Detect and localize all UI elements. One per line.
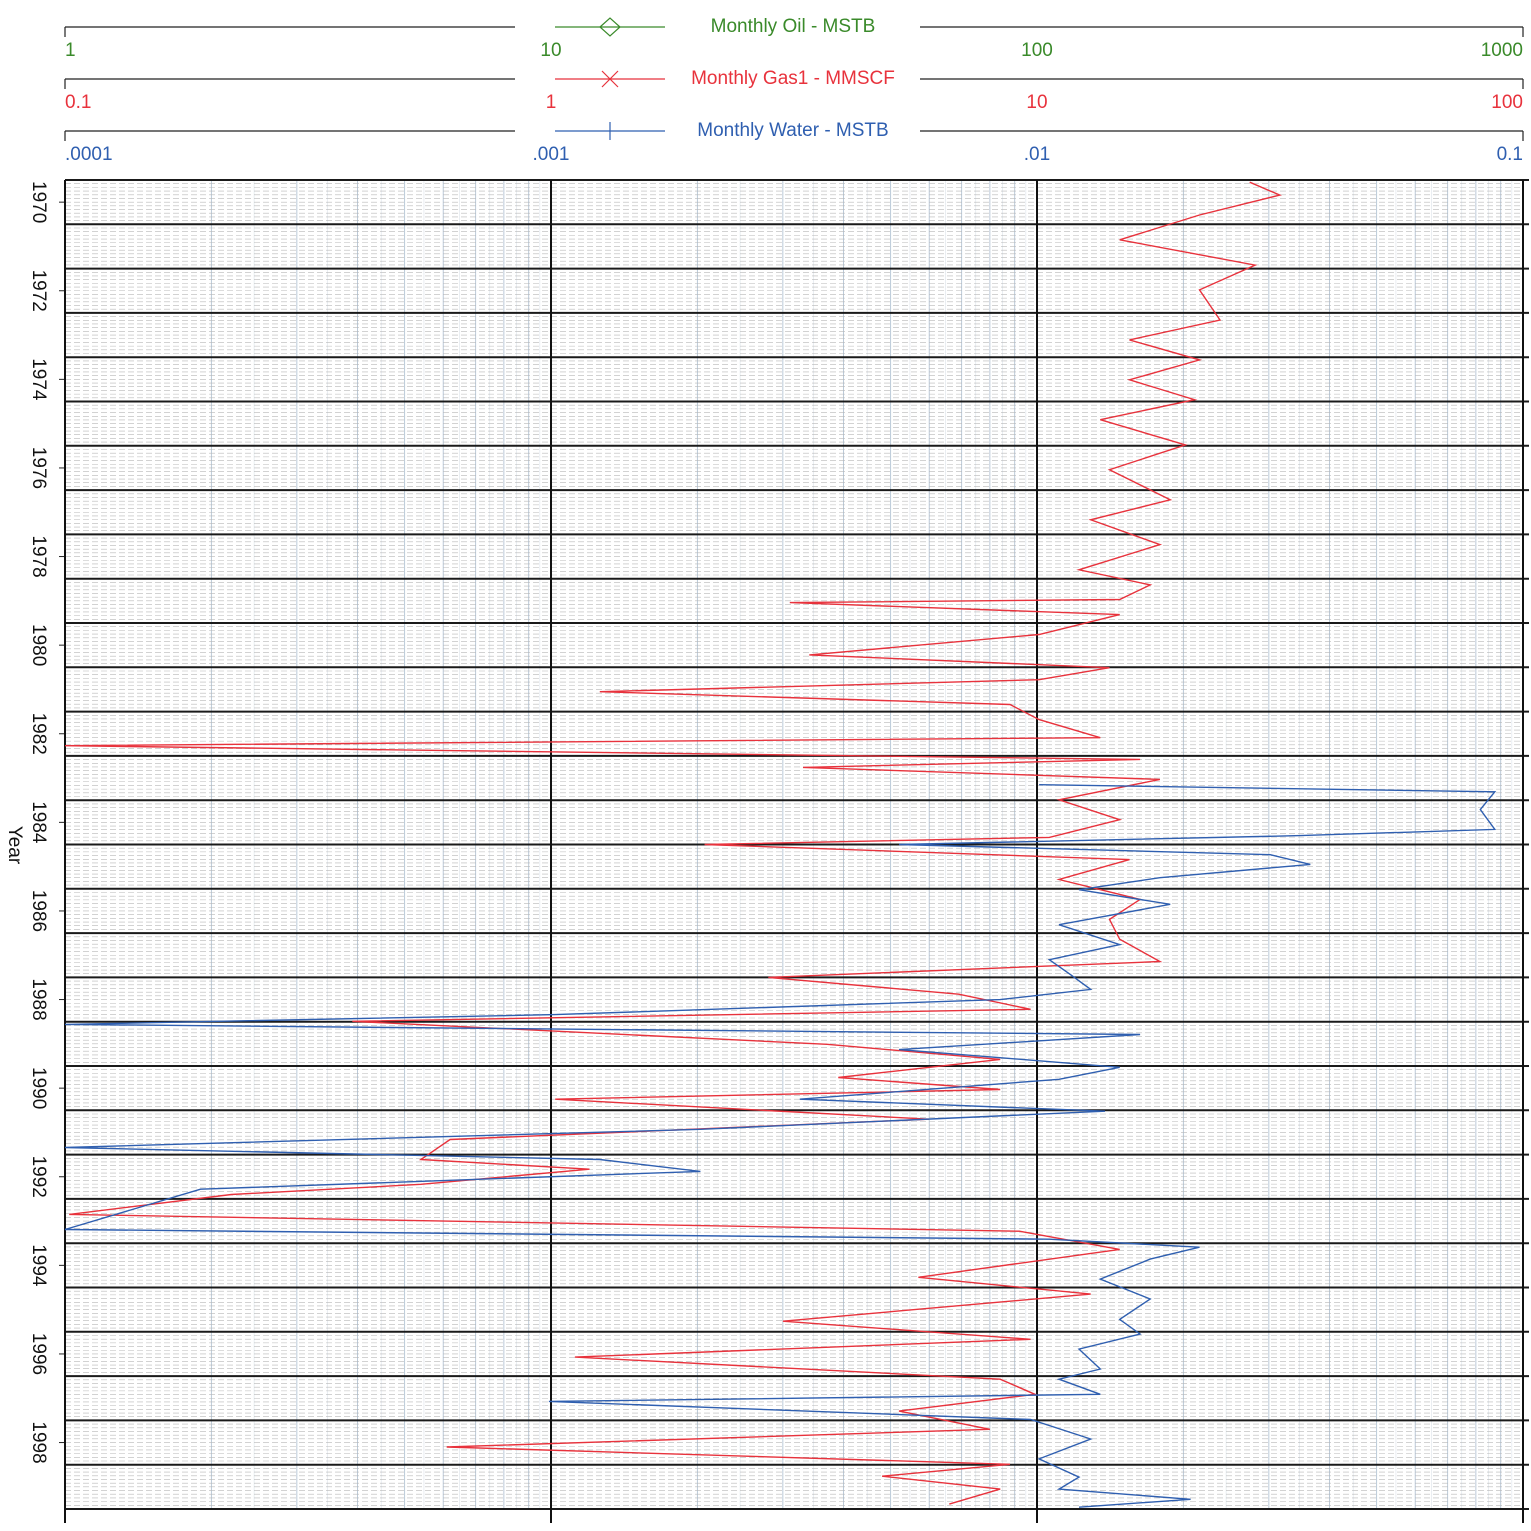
x-tick-label: .01: [1024, 144, 1050, 165]
legend-label: Monthly Water - MSTB: [697, 120, 888, 141]
y-tick-label: 1970: [28, 181, 49, 223]
y-tick-label: 1976: [28, 447, 49, 489]
x-tick-label: 1000: [1481, 40, 1523, 61]
y-tick-label: 1974: [28, 358, 49, 401]
y-tick-label: 1980: [28, 624, 49, 666]
legend-label: Monthly Oil - MSTB: [711, 16, 876, 37]
y-tick-label: 1978: [28, 535, 49, 577]
x-tick-label: .001: [533, 144, 570, 165]
series-line: [64, 784, 1497, 1508]
x-tick-label: 1: [546, 92, 557, 113]
y-tick-label: 1986: [28, 890, 49, 932]
x-tick-label: 0.1: [1497, 144, 1523, 165]
y-axis-title: Year: [4, 826, 25, 865]
y-tick-label: 1982: [28, 713, 49, 755]
series-line: [64, 181, 1282, 1505]
x-tick-label: 10: [540, 40, 561, 61]
legend-label: Monthly Gas1 - MMSCF: [691, 68, 895, 89]
legend-marker: [599, 17, 621, 37]
y-tick-label: 1972: [28, 270, 49, 312]
x-tick-label: 100: [1491, 92, 1523, 113]
y-tick-label: 1992: [28, 1156, 49, 1198]
y-tick-label: 1998: [28, 1421, 49, 1463]
legend-marker: [601, 70, 619, 88]
y-tick-label: 1990: [28, 1067, 49, 1109]
x-tick-label: 100: [1021, 40, 1053, 61]
x-tick-label: 0.1: [65, 92, 91, 113]
x-tick-label: 10: [1026, 92, 1047, 113]
x-tick-label: .0001: [65, 144, 113, 165]
y-tick-label: 1996: [28, 1333, 49, 1375]
x-tick-label: 1: [65, 40, 76, 61]
y-tick-label: 1988: [28, 978, 49, 1020]
y-tick-label: 1994: [28, 1244, 49, 1287]
y-tick-label: 1984: [28, 801, 49, 844]
